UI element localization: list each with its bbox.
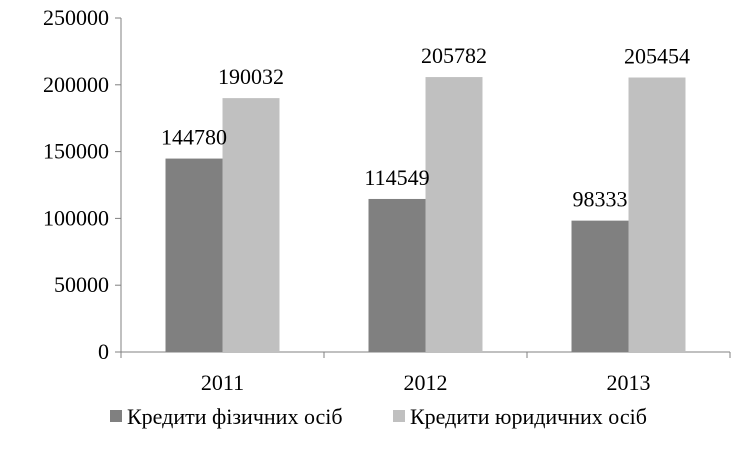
bar-legal-entities-2011: [222, 98, 280, 352]
y-axis: 0 50000 100000 150000 200000 250000: [43, 5, 122, 364]
legend-label: Кредити фізичних осіб: [127, 404, 343, 429]
legend-swatch: [110, 410, 122, 422]
data-label: 144780: [161, 125, 227, 150]
data-labels: 144780 190032 114549 205782 98333 205454: [161, 43, 690, 212]
x-tick-label: 2012: [404, 370, 448, 395]
legend-swatch: [393, 410, 405, 422]
data-label: 205454: [624, 44, 690, 69]
y-tick-label: 250000: [43, 5, 109, 30]
y-tick-label: 100000: [43, 205, 109, 230]
bar-individuals-2011: [165, 158, 223, 352]
data-label: 98333: [573, 187, 628, 212]
y-tick-label: 150000: [43, 139, 109, 164]
legend: Кредити фізичних осіб Кредити юридичних о…: [110, 404, 647, 429]
bars: [165, 77, 686, 352]
data-label: 190032: [218, 64, 284, 89]
x-tick-label: 2011: [201, 370, 244, 395]
bar-individuals-2012: [368, 198, 426, 352]
x-tick-label: 2013: [607, 370, 651, 395]
data-label: 205782: [421, 43, 487, 68]
y-tick-label: 50000: [54, 272, 109, 297]
data-label: 114549: [364, 165, 429, 190]
y-tick-label: 200000: [43, 72, 109, 97]
legend-label: Кредити юридичних осіб: [410, 404, 647, 429]
bar-legal-entities-2012: [425, 77, 483, 352]
y-tick-label: 0: [98, 339, 109, 364]
bar-legal-entities-2013: [628, 77, 686, 352]
x-axis: 2011 2012 2013: [120, 351, 731, 395]
bar-individuals-2013: [571, 220, 629, 352]
